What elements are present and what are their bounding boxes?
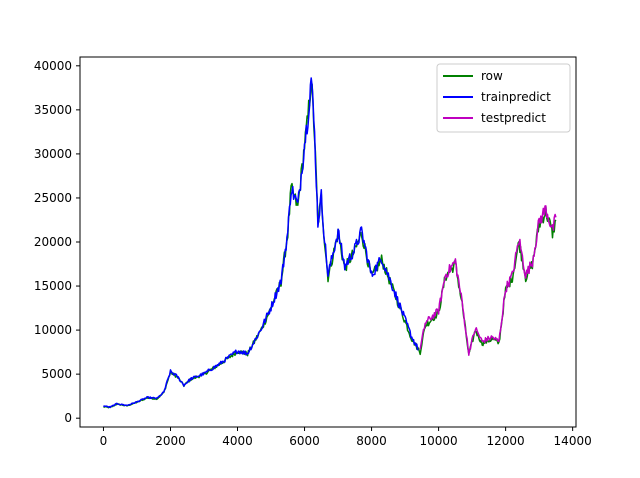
x-tick-label: 4000 [222, 434, 253, 448]
x-tick-label: 14000 [554, 434, 592, 448]
legend-label-row: row [481, 69, 503, 83]
x-tick-label: 12000 [487, 434, 525, 448]
y-axis: 0 5000 10000 15000 20000 25000 30000 35000 40000 [34, 59, 80, 425]
legend-box [436, 63, 571, 133]
x-tick-label: 0 [100, 434, 108, 448]
x-tick-label: 6000 [289, 434, 320, 448]
legend: row trainpredict testpredict [436, 63, 571, 133]
x-tick-label: 8000 [356, 434, 387, 448]
x-axis: 0 2000 4000 6000 8000 10000 12000 14000 [100, 427, 592, 448]
x-tick-label: 2000 [155, 434, 186, 448]
y-tick-label: 35000 [34, 103, 72, 117]
y-tick-label: 5000 [41, 367, 72, 381]
series-layer [102, 77, 557, 409]
series-line-trainpredict [102, 77, 419, 409]
series-line-testpredict [419, 205, 557, 356]
legend-label-testpredict: testpredict [481, 111, 546, 125]
x-tick-label: 10000 [420, 434, 458, 448]
y-tick-label: 0 [64, 411, 72, 425]
y-tick-label: 30000 [34, 147, 72, 161]
y-tick-label: 20000 [34, 235, 72, 249]
y-tick-label: 25000 [34, 191, 72, 205]
y-tick-label: 10000 [34, 323, 72, 337]
legend-label-trainpredict: trainpredict [481, 90, 551, 104]
y-tick-label: 15000 [34, 279, 72, 293]
y-tick-label: 40000 [34, 59, 72, 73]
